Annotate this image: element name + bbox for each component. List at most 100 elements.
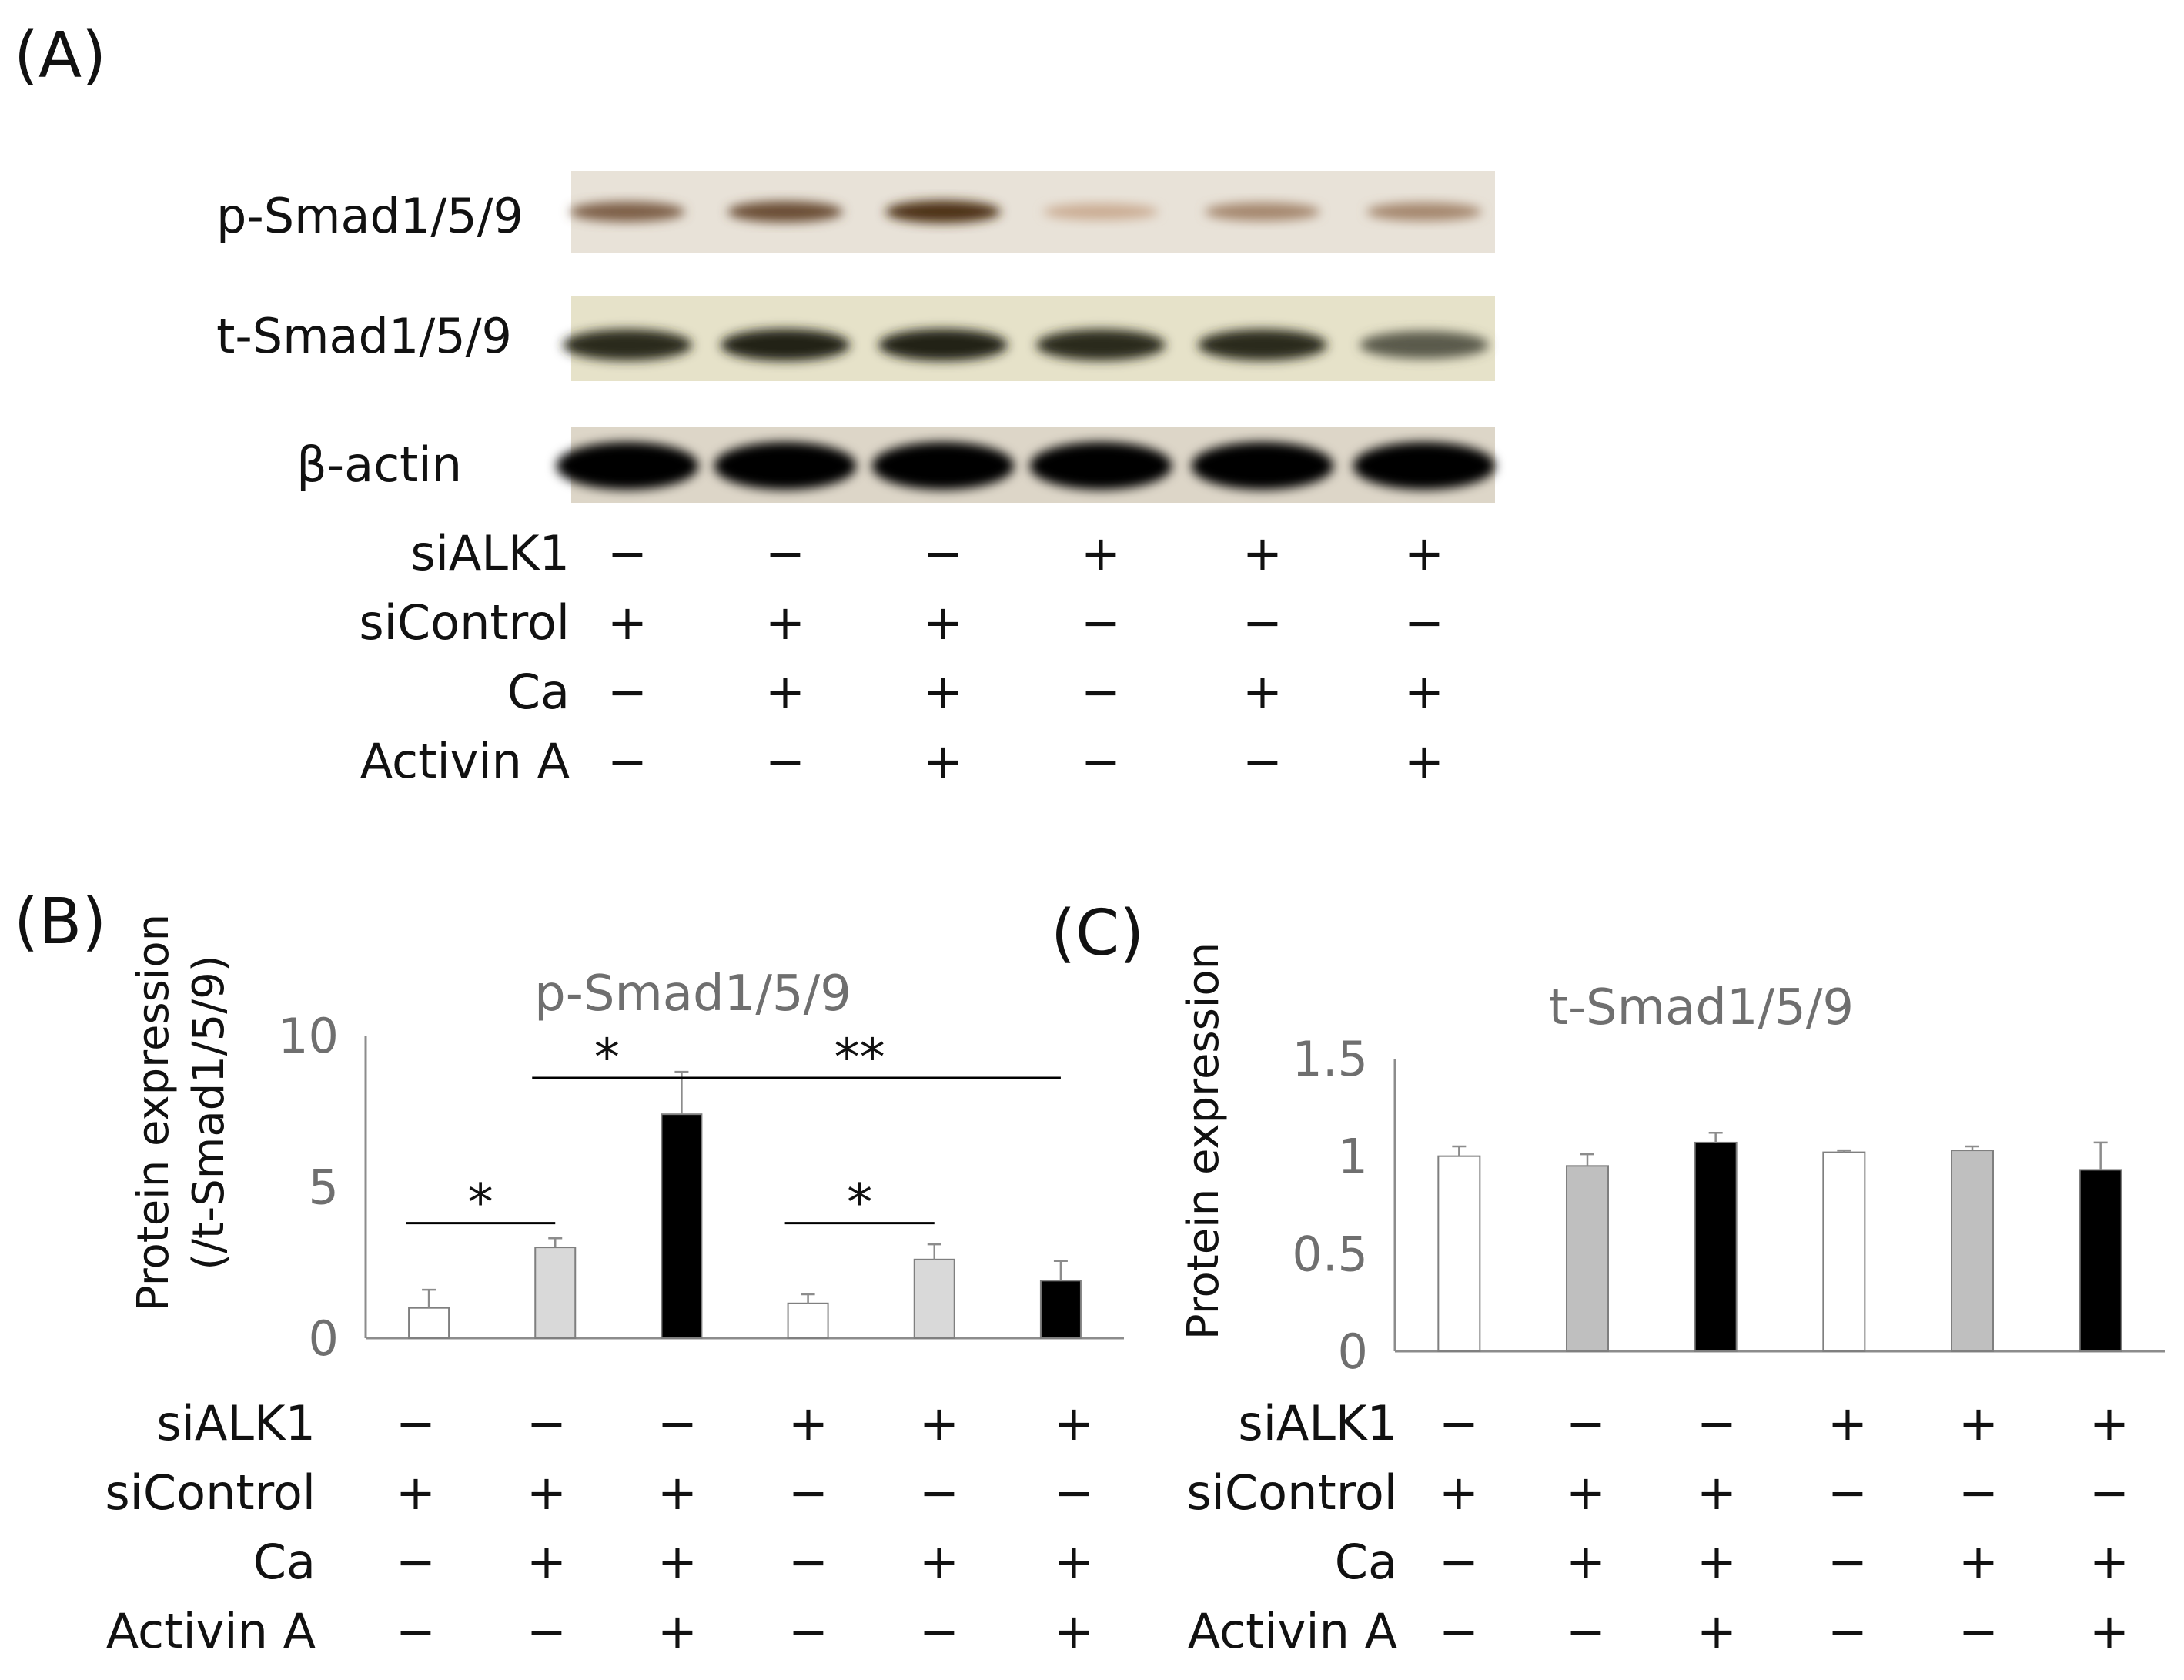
condition-sign: +: [607, 594, 647, 651]
condition-sign: +: [657, 1464, 697, 1521]
condition-sign: −: [1243, 733, 1283, 789]
condition-label: siALK1: [1238, 1395, 1397, 1451]
significance-marker: *: [847, 1173, 872, 1233]
bar: [1566, 1165, 1609, 1353]
condition-sign: +: [923, 594, 963, 651]
blot-band: [1205, 202, 1320, 221]
condition-sign: −: [1243, 594, 1283, 651]
y-tick-label: 0: [309, 1310, 339, 1367]
condition-sign: −: [527, 1395, 567, 1451]
blot-band: [871, 442, 1015, 490]
blot-strip-t-smad: [571, 296, 1495, 381]
chart-title-t-smad: t-Smad1/5/9: [1549, 979, 1854, 1036]
bar: [913, 1258, 955, 1339]
condition-sign: +: [788, 1395, 828, 1451]
condition-sign: +: [1697, 1603, 1737, 1659]
blot-strip-p-smad: [571, 171, 1495, 253]
y-tick-label: 10: [278, 1008, 339, 1064]
blot-band: [714, 442, 857, 490]
condition-sign: −: [919, 1603, 959, 1659]
condition-sign: −: [1081, 733, 1121, 789]
bar: [1694, 1141, 1738, 1353]
blot-label-beta-actin: β-actin: [296, 437, 462, 493]
condition-sign: −: [765, 733, 805, 789]
conditions-table-b: siALK1 − − − + + + siControl + + + − − − Ca − + + − + + Activ…: [105, 1395, 1094, 1659]
condition-label: siControl: [1186, 1464, 1397, 1521]
condition-sign: +: [657, 1603, 697, 1659]
y-tick-label: 1.5: [1292, 1031, 1368, 1087]
condition-sign: −: [396, 1603, 436, 1659]
condition-sign: −: [1697, 1395, 1737, 1451]
condition-sign: +: [1054, 1534, 1094, 1590]
condition-sign: +: [919, 1534, 959, 1590]
chart-t-smad: t-Smad1/5/9 Protein expression 0 0.5 1 1.5: [1179, 942, 2165, 1380]
y-tick-label: 5: [309, 1160, 339, 1216]
condition-label: Activin A: [1188, 1603, 1397, 1659]
condition-sign: −: [1828, 1534, 1868, 1590]
bar: [661, 1113, 703, 1340]
blot-band: [1036, 329, 1166, 361]
panel-label-c: (C): [1051, 897, 1144, 970]
y-axis-title-p-smad-line2: (/t-Smad1/5/9): [184, 955, 234, 1270]
condition-sign: −: [1566, 1603, 1606, 1659]
condition-sign: −: [1054, 1464, 1094, 1521]
blot-band: [556, 442, 699, 490]
blot-band: [1043, 203, 1159, 220]
condition-sign: +: [1404, 733, 1444, 789]
condition-label: siControl: [105, 1464, 316, 1521]
blot-band: [1191, 442, 1334, 490]
condition-label: Ca: [253, 1534, 316, 1590]
blot-band: [885, 200, 1001, 223]
blot-band: [1353, 442, 1496, 490]
condition-label: Ca: [507, 664, 570, 720]
condition-sign: −: [919, 1464, 959, 1521]
condition-label: siControl: [359, 594, 570, 651]
condition-sign: −: [1828, 1603, 1868, 1659]
condition-sign: +: [1697, 1464, 1737, 1521]
blot-band: [721, 329, 850, 361]
y-tick-label: 1: [1338, 1129, 1368, 1185]
condition-sign: −: [607, 525, 647, 581]
condition-sign: −: [396, 1395, 436, 1451]
condition-sign: +: [1958, 1395, 1998, 1451]
condition-sign: +: [1566, 1534, 1606, 1590]
panel-label-b: (B): [14, 885, 106, 959]
condition-sign: +: [527, 1534, 567, 1590]
condition-sign: −: [1439, 1395, 1479, 1451]
condition-sign: +: [1243, 525, 1283, 581]
condition-sign: −: [657, 1395, 697, 1451]
condition-sign: +: [396, 1464, 436, 1521]
y-axis-title-p-smad-line1: Protein expression: [129, 914, 179, 1311]
chart-title-p-smad: p-Smad1/5/9: [534, 965, 851, 1022]
condition-label: siALK1: [156, 1395, 316, 1451]
bar: [1822, 1151, 1866, 1352]
condition-sign: +: [919, 1395, 959, 1451]
condition-sign: +: [1697, 1534, 1737, 1590]
condition-sign: +: [1081, 525, 1121, 581]
condition-sign: −: [1828, 1464, 1868, 1521]
condition-sign: −: [1081, 594, 1121, 651]
condition-sign: +: [527, 1464, 567, 1521]
blot-label-p-smad: p-Smad1/5/9: [216, 188, 523, 244]
bar: [534, 1247, 577, 1339]
panel-label-a: (A): [14, 19, 106, 92]
bar: [787, 1302, 829, 1340]
blot-band: [563, 329, 692, 361]
condition-sign: −: [607, 733, 647, 789]
conditions-table-c: siALK1− − − + + +siControl + + + − − −Ca − + + − + +Activ…: [1186, 1395, 2129, 1659]
blot-label-t-smad: t-Smad1/5/9: [216, 308, 512, 364]
condition-sign: +: [1404, 525, 1444, 581]
condition-sign: +: [1054, 1395, 1094, 1451]
y-tick-label: 0: [1338, 1324, 1368, 1380]
blot-band: [1366, 202, 1482, 221]
condition-sign: −: [1566, 1395, 1606, 1451]
condition-sign: −: [1958, 1464, 1998, 1521]
condition-sign: −: [1958, 1603, 1998, 1659]
condition-label: Activin A: [360, 733, 570, 789]
condition-sign: −: [788, 1603, 828, 1659]
condition-sign: +: [2089, 1395, 2129, 1451]
condition-sign: +: [1243, 664, 1283, 720]
condition-sign: +: [765, 664, 805, 720]
condition-label: siALK1: [410, 525, 570, 581]
